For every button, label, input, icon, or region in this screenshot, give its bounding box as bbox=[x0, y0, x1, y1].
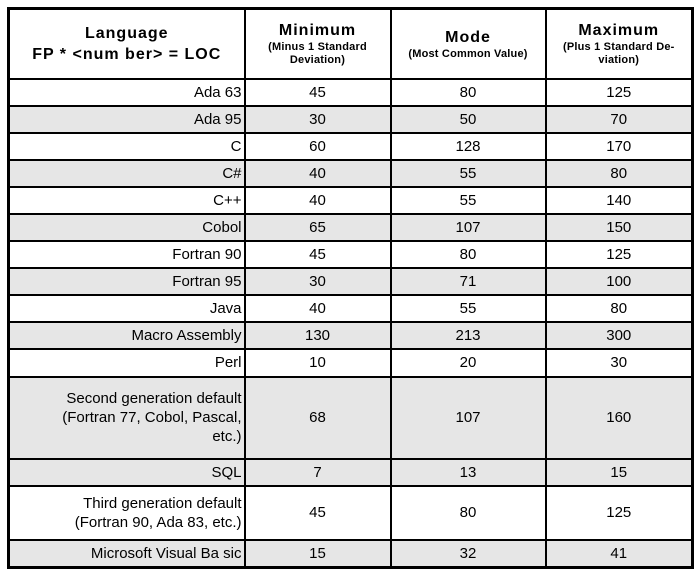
mode-cell: 107 bbox=[389, 212, 547, 243]
table-row: Java 40 55 80 bbox=[7, 294, 694, 324]
language-cell: SQL bbox=[7, 457, 246, 487]
header-minimum-subtitle-line: Deviation) bbox=[289, 54, 346, 67]
header-language: Language FP * <num ber> = LOC bbox=[7, 7, 246, 80]
maximum-cell: 125 bbox=[544, 240, 694, 270]
minimum-cell: 10 bbox=[243, 348, 392, 378]
header-maximum-title: Maximum bbox=[578, 21, 660, 39]
mode-cell: 50 bbox=[389, 104, 547, 134]
table-row: Cobol 65 107 150 bbox=[7, 212, 694, 243]
minimum-cell: 45 bbox=[243, 77, 392, 107]
header-mode-title: Mode bbox=[445, 28, 491, 46]
maximum-cell: 30 bbox=[544, 348, 694, 378]
language-cell: Second generation default (Fortran 77, C… bbox=[7, 375, 246, 460]
mode-cell: 107 bbox=[389, 375, 547, 460]
table-row: Third generation default (Fortran 90, Ad… bbox=[7, 484, 694, 541]
mode-cell: 13 bbox=[389, 457, 547, 487]
language-cell: Perl bbox=[7, 348, 246, 378]
language-cell: C# bbox=[7, 158, 246, 188]
language-cell: C bbox=[7, 131, 246, 161]
header-row: Language FP * <num ber> = LOC Minimum (M… bbox=[7, 7, 694, 80]
language-line: Second generation default bbox=[66, 390, 242, 408]
maximum-cell: 125 bbox=[544, 484, 694, 541]
table-row: C# 40 55 80 bbox=[7, 158, 694, 188]
mode-cell: 55 bbox=[389, 185, 547, 215]
mode-cell: 55 bbox=[389, 294, 547, 324]
mode-cell: 32 bbox=[389, 538, 547, 569]
minimum-cell: 45 bbox=[243, 484, 392, 541]
header-maximum-subtitle-line: (Plus 1 Standard De- bbox=[562, 40, 675, 53]
table-row: Ada 95 30 50 70 bbox=[7, 104, 694, 134]
language-cell: Ada 95 bbox=[7, 104, 246, 134]
language-cell: Fortran 90 bbox=[7, 240, 246, 270]
maximum-cell: 100 bbox=[544, 267, 694, 297]
minimum-cell: 45 bbox=[243, 240, 392, 270]
maximum-cell: 15 bbox=[544, 457, 694, 487]
mode-cell: 80 bbox=[389, 240, 547, 270]
maximum-cell: 300 bbox=[544, 321, 694, 351]
table-row: Macro Assembly 130 213 300 bbox=[7, 321, 694, 351]
mode-cell: 80 bbox=[389, 77, 547, 107]
minimum-cell: 40 bbox=[243, 294, 392, 324]
language-line: etc.) bbox=[212, 428, 242, 446]
table-row: Microsoft Visual Ba sic 15 32 41 bbox=[7, 538, 694, 569]
mode-cell: 213 bbox=[389, 321, 547, 351]
minimum-cell: 30 bbox=[243, 267, 392, 297]
header-minimum: Minimum (Minus 1 Standard Deviation) bbox=[243, 7, 392, 80]
maximum-cell: 80 bbox=[544, 158, 694, 188]
maximum-cell: 170 bbox=[544, 131, 694, 161]
maximum-cell: 160 bbox=[544, 375, 694, 460]
maximum-cell: 41 bbox=[544, 538, 694, 569]
fp-loc-table-container: Language FP * <num ber> = LOC Minimum (M… bbox=[7, 7, 694, 569]
minimum-cell: 65 bbox=[243, 212, 392, 243]
language-line: (Fortran 77, Cobol, Pascal, bbox=[62, 409, 242, 427]
maximum-cell: 125 bbox=[544, 77, 694, 107]
language-cell: Cobol bbox=[7, 212, 246, 243]
maximum-cell: 80 bbox=[544, 294, 694, 324]
mode-cell: 128 bbox=[389, 131, 547, 161]
table-row: Perl 10 20 30 bbox=[7, 348, 694, 378]
mode-cell: 80 bbox=[389, 484, 547, 541]
minimum-cell: 40 bbox=[243, 158, 392, 188]
table-row: Second generation default (Fortran 77, C… bbox=[7, 375, 694, 460]
language-cell: Microsoft Visual Ba sic bbox=[7, 538, 246, 569]
language-line: Third generation default bbox=[83, 494, 242, 512]
minimum-cell: 30 bbox=[243, 104, 392, 134]
table-row: SQL 7 13 15 bbox=[7, 457, 694, 487]
table-row: Fortran 90 45 80 125 bbox=[7, 240, 694, 270]
language-cell: Third generation default (Fortran 90, Ad… bbox=[7, 484, 246, 541]
language-line: (Fortran 90, Ada 83, etc.) bbox=[74, 513, 242, 531]
table-row: C 60 128 170 bbox=[7, 131, 694, 161]
minimum-cell: 15 bbox=[243, 538, 392, 569]
maximum-cell: 140 bbox=[544, 185, 694, 215]
header-maximum: Maximum (Plus 1 Standard De- viation) bbox=[544, 7, 694, 80]
language-cell: C++ bbox=[7, 185, 246, 215]
maximum-cell: 150 bbox=[544, 212, 694, 243]
header-minimum-subtitle-line: (Minus 1 Standard bbox=[268, 40, 367, 53]
table-row: Fortran 95 30 71 100 bbox=[7, 267, 694, 297]
minimum-cell: 7 bbox=[243, 457, 392, 487]
header-minimum-title: Minimum bbox=[278, 21, 357, 39]
language-cell: Ada 63 bbox=[7, 77, 246, 107]
minimum-cell: 68 bbox=[243, 375, 392, 460]
minimum-cell: 60 bbox=[243, 131, 392, 161]
minimum-cell: 130 bbox=[243, 321, 392, 351]
mode-cell: 20 bbox=[389, 348, 547, 378]
table-row: C++ 40 55 140 bbox=[7, 185, 694, 215]
header-maximum-subtitle-line: viation) bbox=[598, 54, 640, 67]
maximum-cell: 70 bbox=[544, 104, 694, 134]
language-cell: Macro Assembly bbox=[7, 321, 246, 351]
table-row: Ada 63 45 80 125 bbox=[7, 77, 694, 107]
language-cell: Java bbox=[7, 294, 246, 324]
header-language-line2: FP * <num ber> = LOC bbox=[32, 45, 222, 63]
mode-cell: 55 bbox=[389, 158, 547, 188]
language-cell: Fortran 95 bbox=[7, 267, 246, 297]
header-mode-subtitle-line: (Most Common Value) bbox=[408, 47, 528, 60]
mode-cell: 71 bbox=[389, 267, 547, 297]
header-language-line1: Language bbox=[84, 24, 169, 42]
header-mode: Mode (Most Common Value) bbox=[389, 7, 547, 80]
language-fp-loc-table: Language FP * <num ber> = LOC Minimum (M… bbox=[7, 7, 694, 569]
minimum-cell: 40 bbox=[243, 185, 392, 215]
